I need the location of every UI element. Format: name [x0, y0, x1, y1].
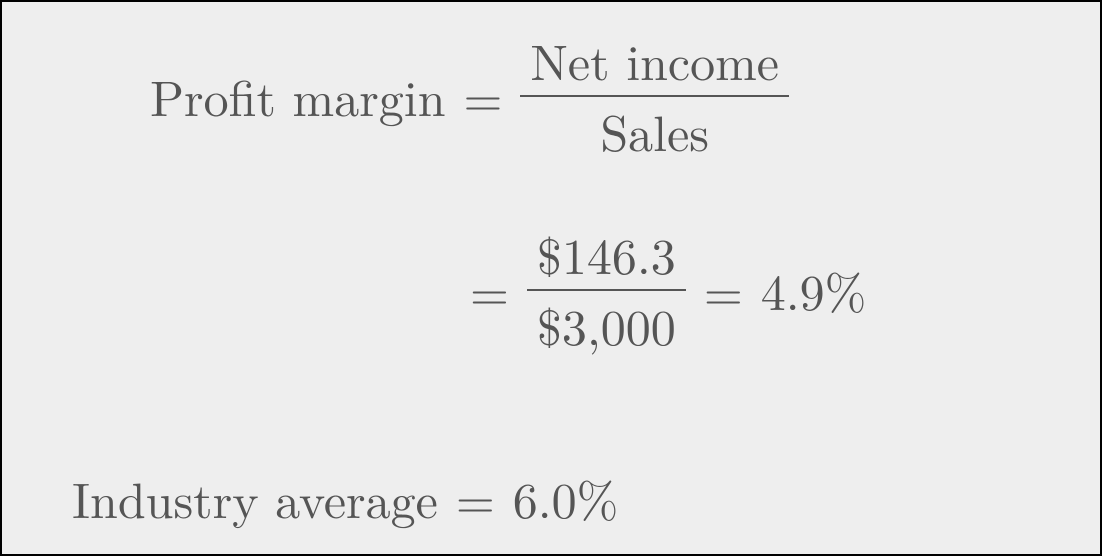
denominator-label: Sales — [590, 105, 719, 158]
industry-average-line: Industry average = 6.0% — [72, 462, 618, 533]
equals-industry: = — [456, 462, 495, 533]
value-fraction: $146.3 $3,000 — [527, 228, 686, 351]
equals-2: = — [470, 254, 509, 325]
denominator-value: $3,000 — [527, 299, 686, 352]
numerator-label: Net income — [520, 34, 789, 87]
result-value: 4.9% — [761, 254, 867, 325]
equals-1: = — [464, 60, 503, 131]
lhs-label: Profit margin — [150, 60, 446, 131]
profit-margin-calculation: = $146.3 $3,000 = 4.9% — [470, 228, 866, 351]
industry-label: Industry average — [72, 462, 438, 533]
industry-value: 6.0% — [513, 462, 619, 533]
definition-fraction: Net income Sales — [520, 34, 789, 157]
profit-margin-definition: Profit margin = Net income Sales — [150, 34, 789, 157]
equals-3: = — [704, 254, 743, 325]
numerator-value: $146.3 — [527, 228, 686, 281]
